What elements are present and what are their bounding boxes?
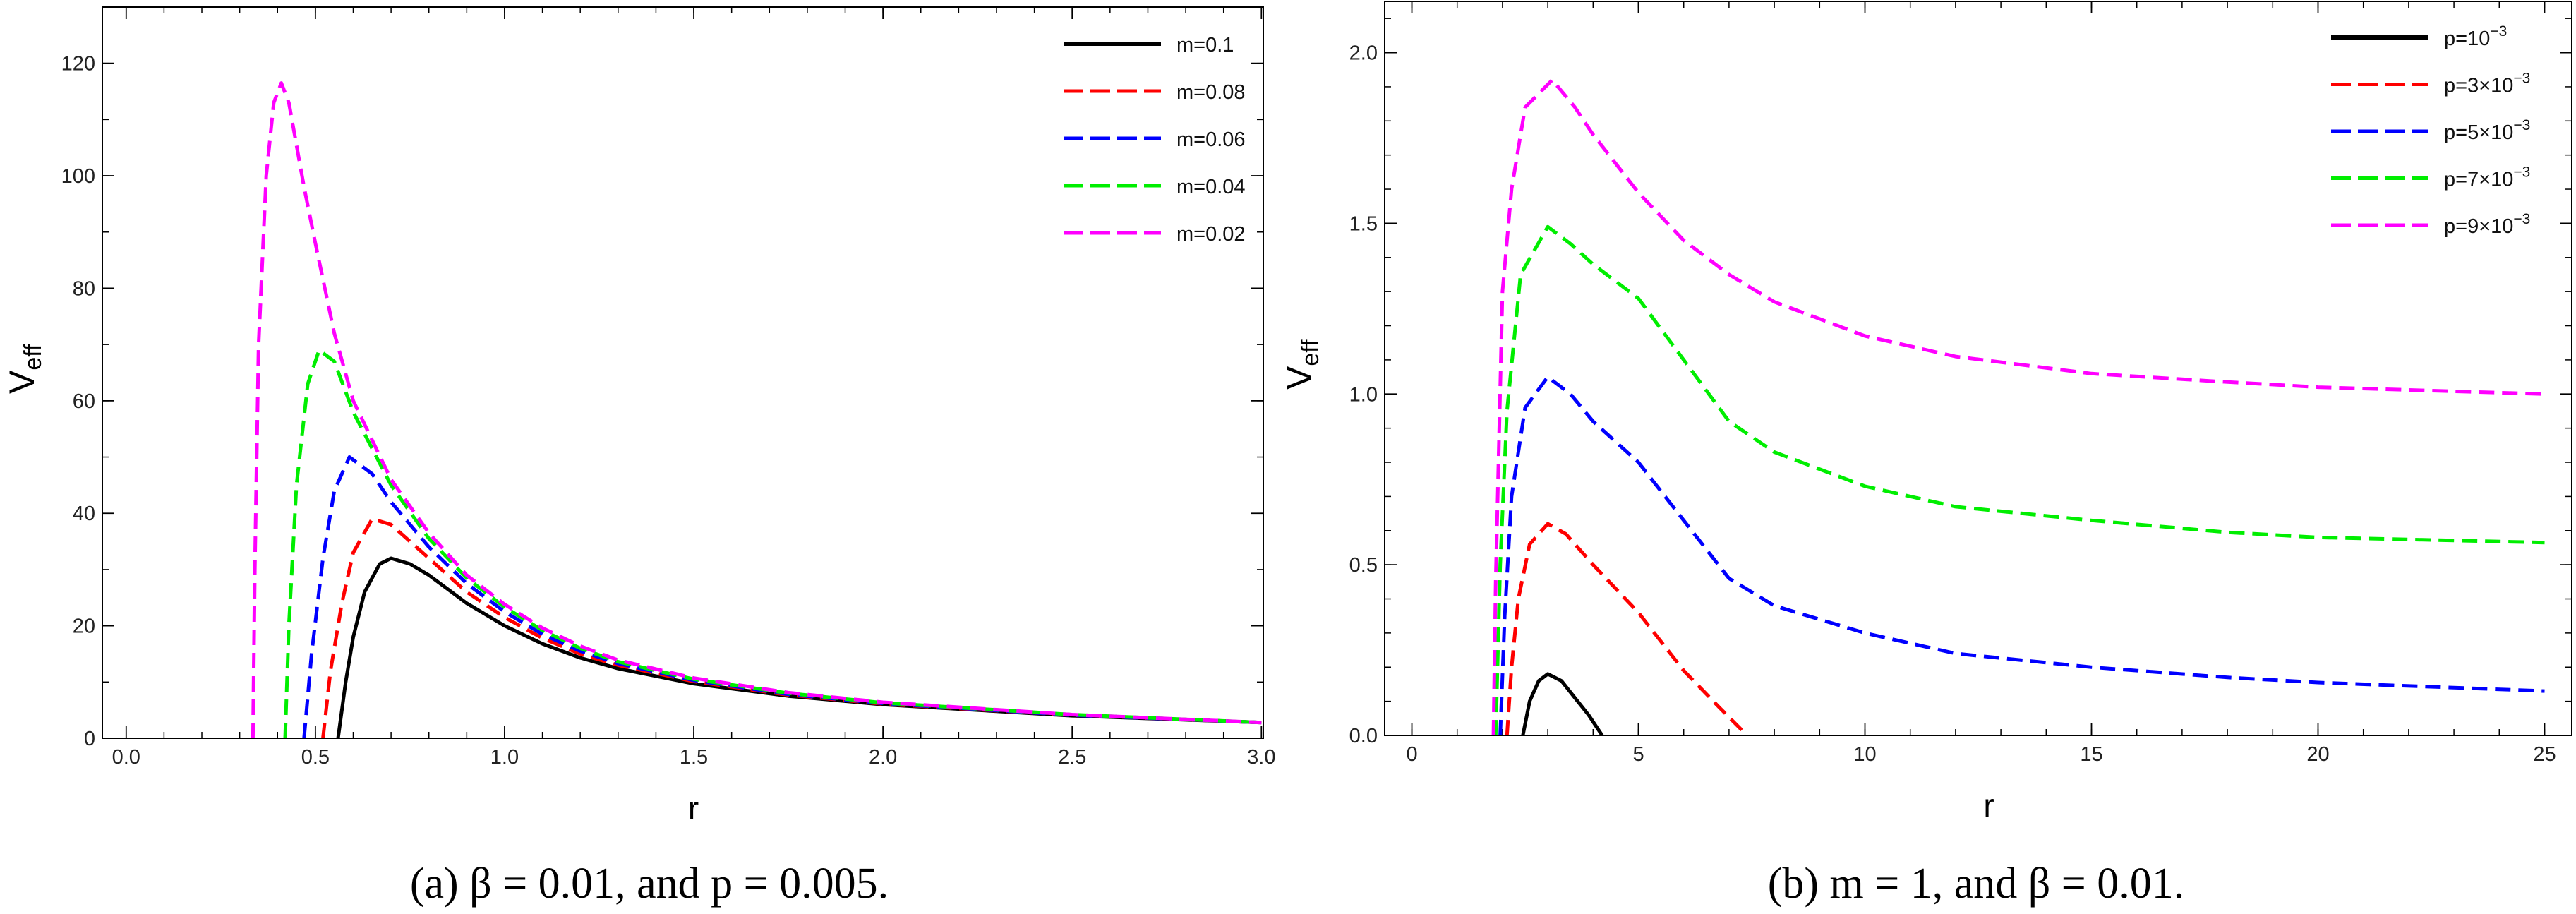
- x-tick-label: 3.0: [1247, 746, 1275, 769]
- legend-label: m=0.1: [1176, 34, 1234, 56]
- y-axis-label: Veff: [2, 344, 47, 394]
- y-tick-label: 2.0: [1349, 42, 1378, 65]
- legend-label: p=3×10−3: [2444, 71, 2530, 97]
- x-tick-label: 0.0: [112, 746, 140, 769]
- y-tick-label: 40: [73, 503, 95, 525]
- y-tick-label: 120: [61, 53, 95, 76]
- x-axis-label: r: [688, 790, 699, 826]
- x-tick-label: 2.0: [869, 746, 897, 769]
- y-tick-label: 80: [73, 277, 95, 300]
- series-line-p-5-10: [1498, 375, 2545, 735]
- y-tick-label: 100: [61, 165, 95, 188]
- y-tick-label: 1.0: [1349, 383, 1378, 406]
- panel-b-chart: 0 5 10 15 20 25 0.0 0.5 1.0 1.5 2.0 r Veff p=10−3 p=3×…: [1280, 1, 2572, 824]
- x-tick-label: 5: [1632, 743, 1644, 766]
- legend-label: m=0.04: [1176, 176, 1246, 198]
- y-tick-label: 60: [73, 390, 95, 413]
- legend-label: m=0.08: [1176, 81, 1246, 104]
- legend-label: m=0.02: [1176, 223, 1246, 246]
- x-tick-label: 0: [1406, 743, 1417, 766]
- x-tick-label: 2.5: [1058, 746, 1086, 769]
- x-tick-label: 1.5: [680, 746, 708, 769]
- y-tick-label: 0.0: [1349, 725, 1378, 747]
- legend-label: p=5×10−3: [2444, 117, 2530, 144]
- x-tick-label: 1.0: [490, 746, 519, 769]
- legend-label: p=9×10−3: [2444, 211, 2530, 238]
- series-line-m-0-04: [283, 348, 1262, 738]
- x-tick-label: 25: [2533, 743, 2556, 766]
- panel-b-caption: (b) m = 1, and β = 0.01.: [1768, 860, 2185, 908]
- legend-label: p=10−3: [2444, 23, 2507, 50]
- panel-a-chart: 0.0 0.5 1.0 1.5 2.0 2.5 3.0 0 20 40 60 80 100 120 r Vef…: [2, 6, 1275, 826]
- y-axis-label: Veff: [1280, 339, 1324, 390]
- x-tick-label: 10: [1853, 743, 1876, 766]
- y-tick-label: 20: [73, 615, 95, 638]
- legend-label: p=7×10−3: [2444, 164, 2530, 191]
- x-axis-label: r: [1983, 787, 1994, 824]
- series-line-p-9-10: [1491, 78, 2545, 735]
- plot-frame: [1384, 1, 2572, 736]
- y-tick-label: 1.5: [1349, 212, 1378, 235]
- y-tick-label: 0: [84, 728, 95, 750]
- series-line-m-0-08: [321, 517, 1262, 738]
- plot-frame: [102, 6, 1264, 739]
- x-tick-label: 15: [2080, 743, 2102, 766]
- panel-a-caption: (a) β = 0.01, and p = 0.005.: [410, 860, 889, 908]
- series-line-p-10: [1521, 672, 1604, 735]
- x-tick-label: 0.5: [301, 746, 330, 769]
- legend-label: m=0.06: [1176, 128, 1246, 151]
- y-tick-label: 0.5: [1349, 554, 1378, 577]
- series-line-m-0-02: [251, 81, 1262, 738]
- x-tick-label: 20: [2306, 743, 2329, 766]
- series-line-p-7-10: [1493, 224, 2545, 735]
- series-line-p-3-10: [1505, 522, 1749, 735]
